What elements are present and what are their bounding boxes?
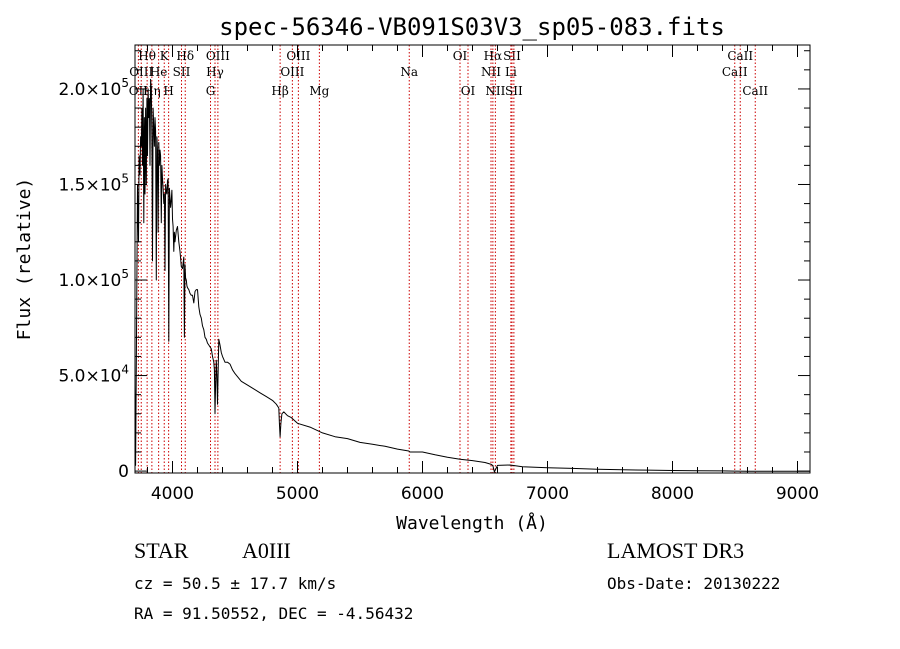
y-tick-mantissa: 0 bbox=[118, 462, 129, 482]
x-tick-label: 5000 bbox=[276, 484, 319, 504]
marker-label: Hβ bbox=[271, 84, 288, 98]
x-tick-label: 4000 bbox=[151, 484, 194, 504]
marker-label: He bbox=[150, 65, 168, 79]
marker-label: H bbox=[163, 84, 173, 98]
chart-title: spec-56346-VB091S03V3_sp05-083.fits bbox=[219, 13, 725, 41]
marker-label: CaII bbox=[722, 65, 748, 79]
y-tick-mantissa: 1.0×10 bbox=[58, 271, 121, 291]
redshift-cz: cz = 50.5 ± 17.7 km/s bbox=[134, 574, 337, 593]
y-tick-label: 1.0×105 bbox=[58, 267, 129, 291]
marker-label: K bbox=[160, 49, 170, 63]
marker-label: SII bbox=[505, 84, 523, 98]
marker-label: Li bbox=[505, 65, 517, 79]
survey-name: LAMOST DR3 bbox=[607, 538, 745, 563]
marker-label: Hη bbox=[143, 84, 161, 98]
marker-label: NII bbox=[485, 84, 505, 98]
spectrum-line bbox=[134, 78, 810, 473]
marker-label: SII bbox=[173, 65, 191, 79]
y-tick-mantissa: 1.5×10 bbox=[58, 175, 121, 195]
y-tick-mantissa: 2.0×10 bbox=[58, 80, 121, 100]
marker-label: CaII bbox=[742, 84, 768, 98]
x-tick-label: 8000 bbox=[651, 484, 694, 504]
marker-label: Na bbox=[400, 65, 418, 79]
marker-label: Hα bbox=[484, 49, 503, 63]
axis-ticks bbox=[135, 45, 810, 473]
marker-label: OI bbox=[461, 84, 476, 98]
marker-label: NII bbox=[481, 65, 501, 79]
y-tick-label: 2.0×105 bbox=[58, 76, 129, 100]
y-axis-label: Flux (relative) bbox=[14, 178, 35, 341]
y-tick-exponent: 5 bbox=[121, 267, 129, 281]
marker-label: CaII bbox=[727, 49, 753, 63]
y-tick-label: 1.5×105 bbox=[58, 171, 129, 195]
marker-label: OIII bbox=[280, 65, 304, 79]
line-markers: OIIOIIIHθHηHeKHSIIHδGHγOIIIHβOIIIOIIIMgN… bbox=[129, 45, 768, 473]
marker-label: G bbox=[206, 84, 216, 98]
plot-frame bbox=[134, 44, 811, 474]
marker-label: Hγ bbox=[206, 65, 224, 79]
marker-label: Mg bbox=[309, 84, 329, 98]
y-tick-label: 5.0×104 bbox=[58, 363, 129, 387]
y-tick-mantissa: 5.0×10 bbox=[58, 367, 121, 387]
marker-label: OIII bbox=[206, 49, 230, 63]
y-tick-exponent: 4 bbox=[121, 363, 129, 377]
x-axis-label: Wavelength (Å) bbox=[396, 512, 548, 534]
y-tick-exponent: 5 bbox=[121, 171, 129, 185]
object-subclass: A0III bbox=[242, 538, 291, 563]
x-tick-labels: 4000 5000 6000 7000 8000 9000 bbox=[151, 484, 819, 504]
x-tick-label: 7000 bbox=[526, 484, 569, 504]
ra-dec: RA = 91.50552, DEC = -4.56432 bbox=[134, 604, 414, 623]
marker-label: OIII bbox=[286, 49, 310, 63]
marker-label: SII bbox=[503, 49, 521, 63]
spectrum-series bbox=[134, 78, 810, 473]
y-tick-label: 0 bbox=[118, 462, 129, 482]
marker-label: OI bbox=[453, 49, 468, 63]
x-tick-label: 9000 bbox=[776, 484, 819, 504]
obs-date: Obs-Date: 20130222 bbox=[607, 574, 781, 593]
x-tick-label: 6000 bbox=[401, 484, 444, 504]
marker-label: Hδ bbox=[176, 49, 194, 63]
object-class: STAR bbox=[134, 538, 189, 563]
y-tick-exponent: 5 bbox=[121, 76, 129, 90]
